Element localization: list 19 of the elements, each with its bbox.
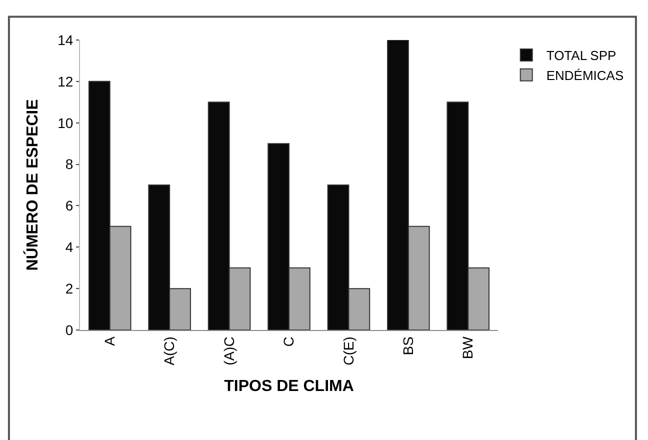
legend-label: TOTAL SPP xyxy=(546,48,616,64)
y-axis-title: NÚMERO DE ESPECIE xyxy=(22,98,42,271)
x-tick-label: A(C) xyxy=(161,336,178,366)
y-tick-label: 14 xyxy=(58,32,74,48)
x-tick-label: BS xyxy=(400,336,416,356)
x-tick-label: C xyxy=(280,336,297,347)
y-tick-label: 4 xyxy=(65,239,74,256)
y-tick-label: 6 xyxy=(65,198,74,214)
x-tick-label: BW xyxy=(460,336,476,360)
x-tick-label: C(E) xyxy=(340,336,356,366)
legend-label: ENDÉMICAS xyxy=(546,68,624,83)
x-axis-title: TIPOS DE CLIMA xyxy=(224,378,354,396)
y-tick-label: 12 xyxy=(58,73,74,90)
y-tick-label: 8 xyxy=(65,156,74,172)
y-tick-label: 2 xyxy=(65,280,74,296)
y-tick-label: 0 xyxy=(65,322,74,338)
y-tick-label: 10 xyxy=(58,114,74,131)
x-tick-label: A xyxy=(101,336,118,346)
x-tick-label: (A)C xyxy=(220,336,237,366)
